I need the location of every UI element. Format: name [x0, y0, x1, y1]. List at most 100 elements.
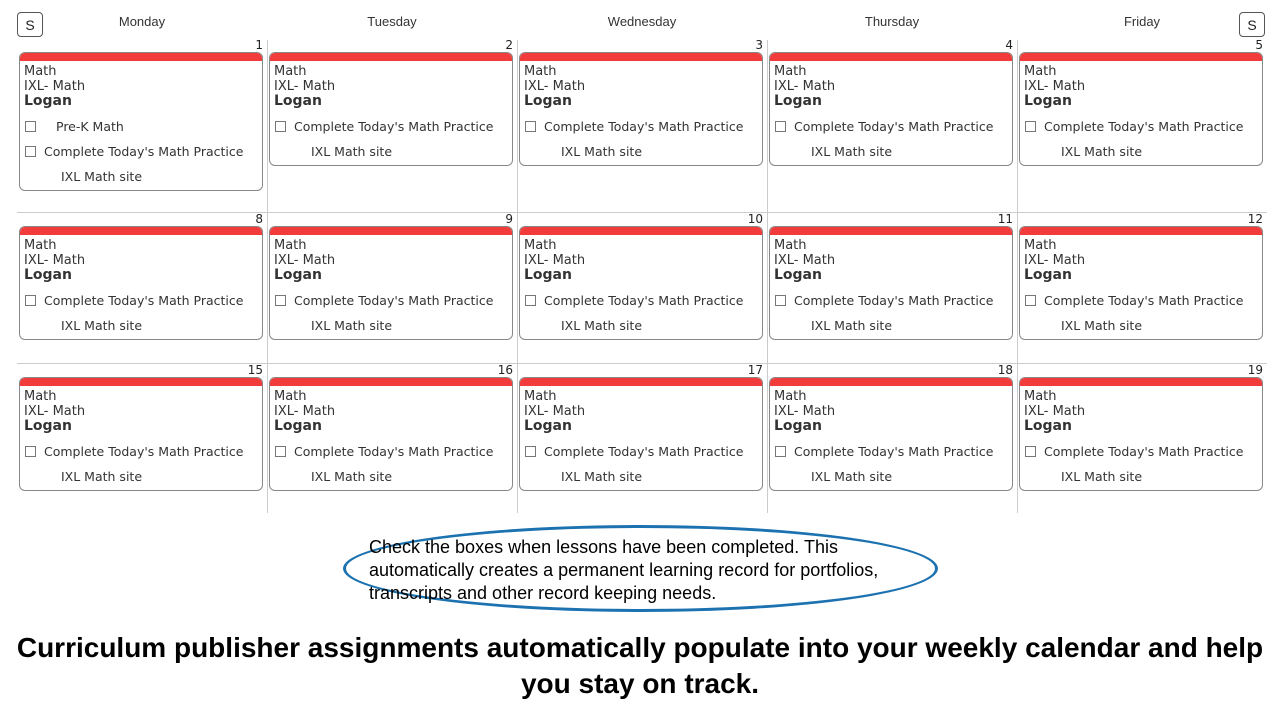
- student-name: Logan: [1024, 267, 1072, 283]
- task-checkbox[interactable]: [25, 146, 36, 157]
- subject-color-bar: [270, 378, 512, 386]
- course-name: IXL- Math: [524, 404, 586, 419]
- ixl-site-link[interactable]: IXL Math site: [561, 318, 643, 333]
- task-checkbox[interactable]: [275, 121, 286, 132]
- task-checkbox[interactable]: [275, 295, 286, 306]
- task-label: Pre-K Math: [56, 119, 124, 134]
- course-name: IXL- Math: [1024, 404, 1086, 419]
- row-divider: [17, 363, 1267, 364]
- course-name: IXL- Math: [774, 79, 836, 94]
- ixl-site-link[interactable]: IXL Math site: [311, 144, 393, 159]
- subject-color-bar: [1020, 227, 1262, 235]
- task-item: Complete Today's Math Practice: [1020, 444, 1262, 459]
- task-checkbox[interactable]: [525, 121, 536, 132]
- student-name: Logan: [274, 93, 322, 109]
- date-number: 4: [1005, 38, 1013, 52]
- ixl-site-link[interactable]: IXL Math site: [561, 469, 643, 484]
- task-checkbox[interactable]: [25, 121, 36, 132]
- date-number: 8: [255, 212, 263, 226]
- assignment-card[interactable]: Math IXL- Math Logan Complete Today's Ma…: [519, 52, 763, 166]
- subject-name: Math: [524, 64, 557, 79]
- task-label: Complete Today's Math Practice: [294, 119, 494, 134]
- ixl-site-link[interactable]: IXL Math site: [1061, 318, 1143, 333]
- task-item: Complete Today's Math Practice: [770, 119, 1012, 134]
- date-number: 1: [255, 38, 263, 52]
- date-number: 17: [747, 363, 763, 377]
- task-item: Complete Today's Math Practice: [20, 144, 262, 159]
- assignment-card[interactable]: Math IXL- Math Logan Complete Today's Ma…: [519, 377, 763, 491]
- task-checkbox[interactable]: [25, 295, 36, 306]
- next-week-button[interactable]: S: [1239, 12, 1265, 37]
- prev-week-button[interactable]: S: [17, 12, 43, 37]
- assignment-card[interactable]: Math IXL- Math Logan Complete Today's Ma…: [769, 226, 1013, 340]
- task-checkbox[interactable]: [775, 121, 786, 132]
- assignment-card[interactable]: Math IXL- Math Logan Complete Today's Ma…: [269, 226, 513, 340]
- day-cell: 11 Math IXL- Math Logan Complete Today's…: [767, 212, 1017, 340]
- assignment-card[interactable]: Math IXL- Math Logan Complete Today's Ma…: [1019, 377, 1263, 491]
- assignment-card[interactable]: Math IXL- Math Logan Pre-K Math Complete …: [19, 52, 263, 191]
- course-name: IXL- Math: [24, 79, 86, 94]
- course-name: IXL- Math: [1024, 79, 1086, 94]
- assignment-card[interactable]: Math IXL- Math Logan Complete Today's Ma…: [519, 226, 763, 340]
- day-cell: 15 Math IXL- Math Logan Complete Today's…: [17, 363, 267, 491]
- task-label: Complete Today's Math Practice: [1044, 119, 1244, 134]
- assignment-card[interactable]: Math IXL- Math Logan Complete Today's Ma…: [269, 377, 513, 491]
- task-checkbox[interactable]: [275, 446, 286, 457]
- student-name: Logan: [774, 93, 822, 109]
- task-checkbox[interactable]: [525, 295, 536, 306]
- subject-name: Math: [1024, 238, 1057, 253]
- ixl-site-link[interactable]: IXL Math site: [61, 318, 143, 333]
- ixl-site-link[interactable]: IXL Math site: [61, 469, 143, 484]
- assignment-card[interactable]: Math IXL- Math Logan Complete Today's Ma…: [1019, 226, 1263, 340]
- student-name: Logan: [524, 418, 572, 434]
- date-number: 11: [997, 212, 1013, 226]
- ixl-site-link[interactable]: IXL Math site: [811, 318, 893, 333]
- subject-color-bar: [20, 378, 262, 386]
- task-item: Complete Today's Math Practice: [20, 444, 262, 459]
- day-cell: 2 Math IXL- Math Logan Complete Today's …: [267, 38, 517, 166]
- subject-color-bar: [770, 378, 1012, 386]
- day-cell: 18 Math IXL- Math Logan Complete Today's…: [767, 363, 1017, 491]
- day-cell: 9 Math IXL- Math Logan Complete Today's …: [267, 212, 517, 340]
- task-checkbox[interactable]: [1025, 446, 1036, 457]
- ixl-site-link[interactable]: IXL Math site: [561, 144, 643, 159]
- task-item: Complete Today's Math Practice: [520, 293, 762, 308]
- date-number: 18: [997, 363, 1013, 377]
- assignment-card[interactable]: Math IXL- Math Logan Complete Today's Ma…: [269, 52, 513, 166]
- ixl-site-link[interactable]: IXL Math site: [1061, 469, 1143, 484]
- callout-text: Check the boxes when lessons have been c…: [369, 537, 879, 603]
- day-cell: 5 Math IXL- Math Logan Complete Today's …: [1017, 38, 1267, 166]
- task-checkbox[interactable]: [25, 446, 36, 457]
- subject-color-bar: [270, 227, 512, 235]
- ixl-site-link[interactable]: IXL Math site: [811, 469, 893, 484]
- task-checkbox[interactable]: [1025, 121, 1036, 132]
- course-name: IXL- Math: [774, 404, 836, 419]
- student-name: Logan: [274, 418, 322, 434]
- assignment-card[interactable]: Math IXL- Math Logan Complete Today's Ma…: [19, 377, 263, 491]
- assignment-card[interactable]: Math IXL- Math Logan Complete Today's Ma…: [769, 52, 1013, 166]
- task-label: Complete Today's Math Practice: [544, 119, 744, 134]
- subject-color-bar: [20, 53, 262, 61]
- date-number: 2: [505, 38, 513, 52]
- assignment-card[interactable]: Math IXL- Math Logan Complete Today's Ma…: [1019, 52, 1263, 166]
- course-name: IXL- Math: [274, 79, 336, 94]
- assignment-card[interactable]: Math IXL- Math Logan Complete Today's Ma…: [769, 377, 1013, 491]
- day-cell: 17 Math IXL- Math Logan Complete Today's…: [517, 363, 767, 491]
- task-checkbox[interactable]: [525, 446, 536, 457]
- student-name: Logan: [274, 267, 322, 283]
- task-checkbox[interactable]: [775, 446, 786, 457]
- assignment-card[interactable]: Math IXL- Math Logan Complete Today's Ma…: [19, 226, 263, 340]
- day-header-tuesday: Tuesday: [367, 14, 417, 29]
- ixl-site-link[interactable]: IXL Math site: [811, 144, 893, 159]
- date-number: 12: [1247, 212, 1263, 226]
- task-item: Complete Today's Math Practice: [770, 444, 1012, 459]
- task-label: Complete Today's Math Practice: [44, 293, 244, 308]
- ixl-site-link[interactable]: IXL Math site: [311, 469, 393, 484]
- task-checkbox[interactable]: [775, 295, 786, 306]
- ixl-site-link[interactable]: IXL Math site: [1061, 144, 1143, 159]
- task-item: Complete Today's Math Practice: [1020, 293, 1262, 308]
- task-checkbox[interactable]: [1025, 295, 1036, 306]
- ixl-site-link[interactable]: IXL Math site: [61, 169, 143, 184]
- task-label: Complete Today's Math Practice: [294, 293, 494, 308]
- ixl-site-link[interactable]: IXL Math site: [311, 318, 393, 333]
